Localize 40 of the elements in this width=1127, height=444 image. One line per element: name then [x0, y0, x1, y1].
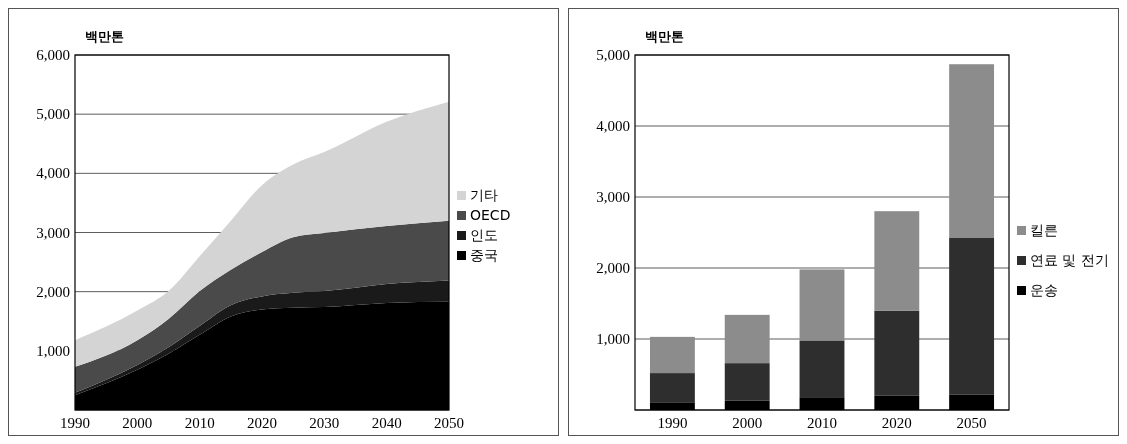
x-tick-label: 2010: [807, 415, 837, 431]
y-axis-title: 백만톤: [645, 29, 684, 44]
bar: [874, 211, 920, 311]
y-tick-label: 5,000: [596, 47, 630, 63]
y-tick-label: 4,000: [36, 165, 70, 182]
bar: [724, 363, 770, 401]
bar: [649, 373, 695, 403]
x-tick-label: 1990: [657, 415, 688, 431]
x-tick-label: 2000: [732, 415, 763, 431]
y-tick-label: 3,000: [596, 189, 630, 205]
legend-label: OECD: [470, 207, 511, 223]
x-tick-label: 2020: [247, 415, 277, 431]
y-tick-label: 2,000: [596, 260, 630, 276]
x-tick-label: 2040: [371, 415, 402, 431]
legend-label: 운송: [1030, 282, 1058, 298]
legend-label: 기타: [470, 187, 498, 203]
x-tick-label: 2050: [434, 415, 464, 431]
y-tick-label: 1,000: [596, 331, 630, 347]
legend-label: 연료 및 전기: [1030, 252, 1109, 268]
y-tick-label: 5,000: [36, 106, 70, 123]
bar: [799, 340, 845, 398]
y-tick-label: 4,000: [596, 118, 630, 134]
y-tick-label: 6,000: [36, 47, 70, 63]
x-tick-label: 1990: [60, 415, 90, 431]
x-tick-label: 2050: [956, 415, 987, 431]
bar: [649, 336, 695, 374]
x-tick-label: 2000: [122, 415, 153, 431]
legend-label: 중국: [470, 247, 498, 263]
y-tick-label: 2,000: [36, 283, 70, 300]
x-tick-label: 2020: [881, 415, 912, 431]
y-tick-label: 3,000: [36, 224, 70, 241]
x-tick-label: 2030: [309, 415, 340, 431]
y-axis-title: 백만톤: [85, 29, 124, 44]
legend-label: 인도: [470, 227, 498, 243]
bar: [724, 314, 770, 364]
legend-label: 킬른: [1030, 222, 1058, 238]
bar: [949, 64, 995, 238]
y-tick-label: 1,000: [36, 342, 70, 359]
x-tick-label: 2010: [184, 415, 215, 431]
bar: [799, 269, 845, 341]
